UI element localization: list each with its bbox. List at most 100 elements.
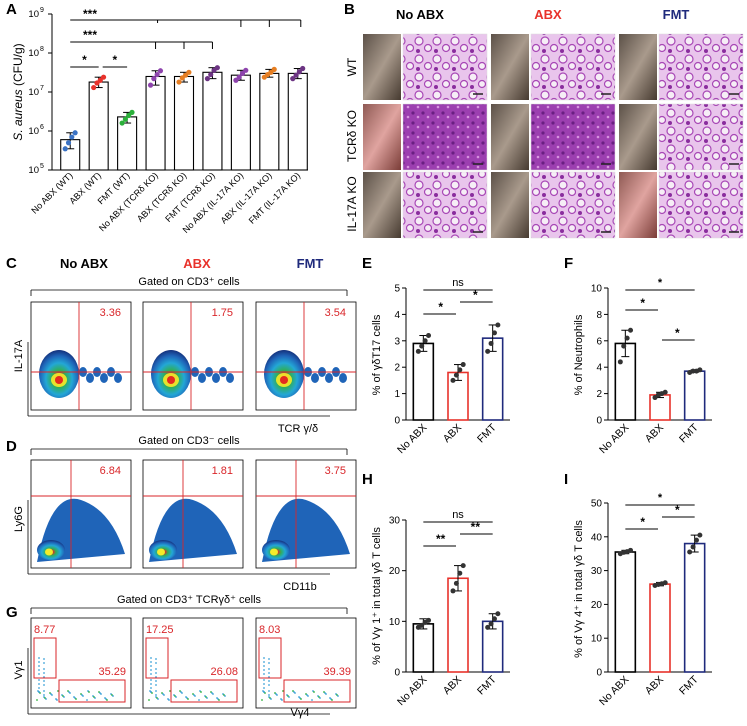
g-flow-event bbox=[194, 695, 196, 697]
g-flow-event bbox=[319, 697, 321, 699]
e-y-tick-label: 1 bbox=[394, 389, 400, 400]
g-flow-event bbox=[43, 694, 45, 696]
panel-letter-h: H bbox=[362, 471, 373, 488]
b-gross-lung-image bbox=[363, 172, 401, 238]
h-y-tick-label: 20 bbox=[389, 566, 401, 577]
e-data-point bbox=[453, 372, 459, 378]
g-flow-event bbox=[300, 698, 302, 700]
f-data-point bbox=[628, 327, 634, 333]
f-y-tick-label: 2 bbox=[596, 389, 602, 400]
g-flow-event bbox=[82, 695, 84, 697]
g-flow-event bbox=[268, 658, 270, 660]
c-x-axis-label: TCR γ/δ bbox=[278, 423, 318, 435]
g-flow-event bbox=[168, 699, 170, 701]
g-flow-event bbox=[150, 679, 152, 681]
i-x-tick-label: No ABX bbox=[597, 674, 631, 708]
g-flow-event bbox=[38, 669, 40, 671]
g-vg4-gate bbox=[283, 679, 351, 703]
b-histology-image bbox=[530, 33, 616, 101]
i-y-tick-label: 30 bbox=[591, 566, 603, 577]
f-data-point bbox=[697, 367, 703, 373]
g-flow-event bbox=[263, 669, 265, 671]
g-flow-event bbox=[63, 696, 65, 698]
g-flow-event bbox=[75, 698, 77, 700]
g-gate-label: Gated on CD3⁺ TCRγδ⁺ cells bbox=[117, 594, 262, 606]
h-bar bbox=[412, 623, 435, 673]
f-sig-label: * bbox=[640, 296, 645, 310]
g-flow-event bbox=[43, 672, 45, 674]
i-sig-label: * bbox=[675, 503, 680, 517]
g-vg4-percent: 39.39 bbox=[323, 666, 351, 678]
d-flow-core bbox=[45, 548, 53, 556]
b-histology-image bbox=[658, 171, 744, 239]
b-histology-image bbox=[658, 33, 744, 101]
b-gross-lung-image bbox=[619, 104, 657, 170]
g-flow-event bbox=[38, 687, 40, 689]
g-flow-event bbox=[43, 690, 45, 692]
i-y-tick-label: 50 bbox=[591, 499, 603, 510]
g-flow-event bbox=[51, 694, 53, 696]
g-vg4-gate bbox=[170, 679, 238, 703]
a-y-tick-label: 10 bbox=[28, 126, 39, 137]
a-data-point bbox=[293, 72, 299, 78]
a-sig-label: *** bbox=[83, 7, 97, 21]
c-flow-event bbox=[100, 373, 108, 383]
f-data-point bbox=[624, 335, 630, 341]
g-flow-event bbox=[38, 673, 40, 675]
g-flow-event bbox=[263, 665, 265, 667]
f-data-point bbox=[652, 395, 658, 401]
a-data-point bbox=[62, 146, 68, 152]
a-data-point bbox=[271, 66, 277, 72]
d-flow-core bbox=[270, 548, 278, 556]
e-data-point bbox=[488, 340, 494, 346]
d-quadrant-percent: 1.81 bbox=[212, 465, 233, 477]
e-x-tick-label: FMT bbox=[475, 421, 499, 445]
e-sig-label: ns bbox=[452, 277, 464, 289]
c-flow-event bbox=[325, 373, 333, 383]
e-x-tick-label: ABX bbox=[441, 422, 464, 445]
g-flow-event bbox=[100, 693, 102, 695]
panel-letter-f: F bbox=[564, 255, 573, 272]
g-flow-event bbox=[45, 698, 47, 700]
g-flow-event bbox=[43, 676, 45, 678]
g-x-axis-label: Vγ4 bbox=[291, 707, 310, 719]
i-y-tick-label: 40 bbox=[591, 532, 603, 543]
a-bar bbox=[88, 81, 109, 171]
a-data-point bbox=[243, 67, 249, 73]
a-data-point bbox=[236, 74, 242, 80]
c-flow-core bbox=[167, 376, 175, 384]
g-flow-event bbox=[270, 698, 272, 700]
a-data-point bbox=[122, 116, 129, 122]
g-flow-event bbox=[311, 699, 313, 701]
g-flow-event bbox=[56, 699, 58, 701]
g-flow-event bbox=[187, 698, 189, 700]
b-gross-lung-image bbox=[491, 104, 529, 170]
i-bar bbox=[649, 583, 671, 673]
d-y-axis-label: Ly6G bbox=[13, 506, 25, 532]
e-data-point bbox=[457, 367, 463, 373]
c-column-header: No ABX bbox=[60, 256, 108, 271]
g-flow-event bbox=[43, 680, 45, 682]
g-flow-event bbox=[263, 691, 265, 693]
g-flow-event bbox=[155, 662, 157, 664]
a-y-tick-exponent: 5 bbox=[40, 163, 44, 170]
c-flow-event bbox=[198, 373, 206, 383]
f-x-tick-label: ABX bbox=[643, 422, 666, 445]
i-bar bbox=[683, 542, 706, 673]
e-data-point bbox=[450, 377, 456, 383]
e-data-point bbox=[422, 338, 428, 344]
b-column-header: ABX bbox=[534, 7, 562, 22]
a-x-tick-label: No ABX (WT) bbox=[29, 170, 74, 215]
h-x-tick-label: No ABX bbox=[395, 674, 429, 708]
e-y-tick-label: 2 bbox=[394, 363, 400, 374]
a-y-tick-label: 10 bbox=[28, 165, 39, 176]
h-x-tick-label: FMT bbox=[475, 673, 499, 697]
g-flow-event bbox=[150, 683, 152, 685]
a-y-tick-label: 10 bbox=[28, 9, 39, 20]
c-flow-event bbox=[212, 373, 220, 383]
a-data-point bbox=[91, 84, 97, 91]
b-histology-image bbox=[658, 103, 744, 171]
a-data-point bbox=[296, 69, 302, 75]
